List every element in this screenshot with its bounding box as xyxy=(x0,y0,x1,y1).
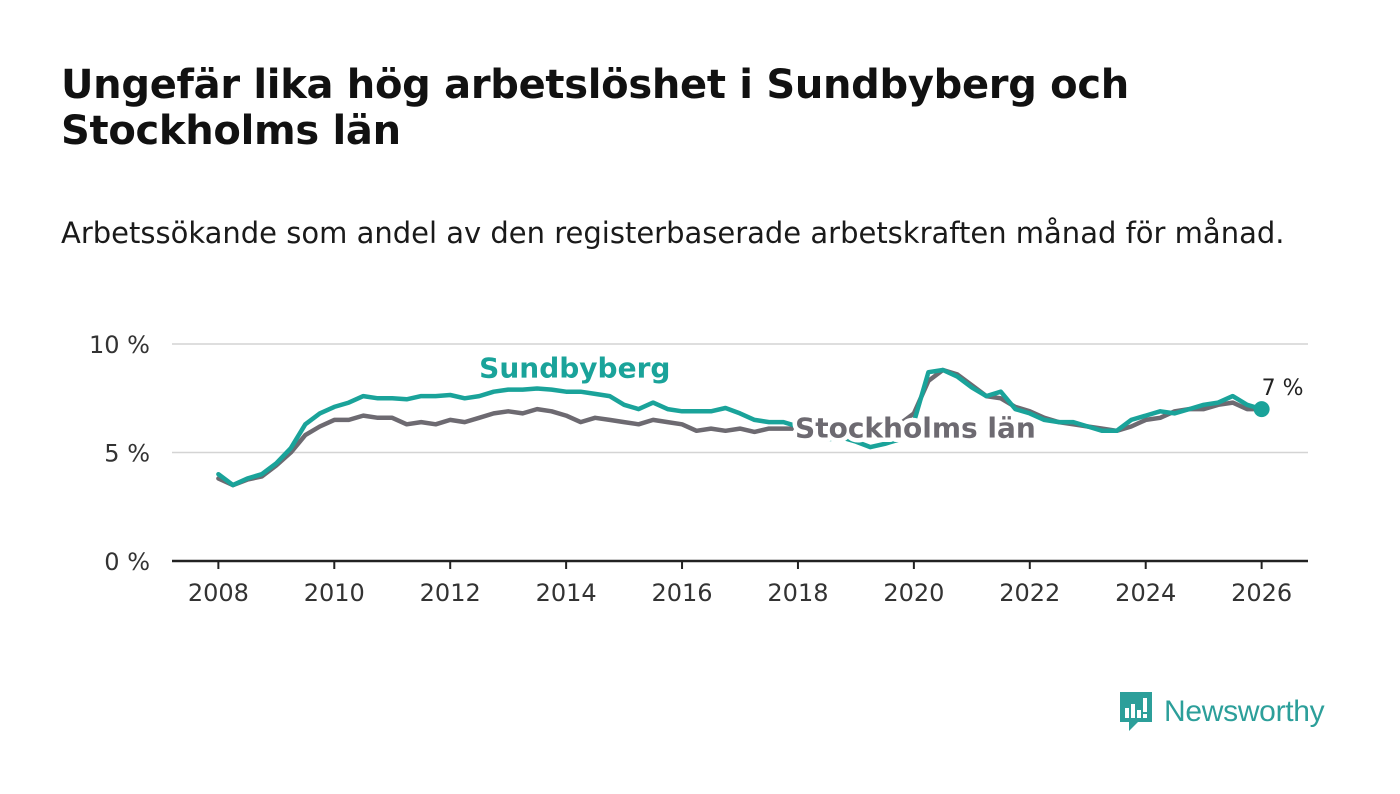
y-tick-label: 0 % xyxy=(104,548,150,576)
x-tick-label: 2010 xyxy=(304,579,365,607)
x-tick-label: 2018 xyxy=(767,579,828,607)
y-tick-label: 10 % xyxy=(89,331,150,359)
x-tick-label: 2008 xyxy=(188,579,249,607)
series-line-stockholms-l-n xyxy=(216,367,1264,488)
series-line-sundbyberg xyxy=(216,367,1264,488)
x-tick-label: 2020 xyxy=(883,579,944,607)
x-tick-label: 2012 xyxy=(420,579,481,607)
series-lines xyxy=(216,367,1264,488)
y-tick-label: 5 % xyxy=(104,440,150,468)
series-label-sundbyberg: Sundbyberg xyxy=(479,352,670,385)
chart-subtitle: Arbetssökande som andel av den registerb… xyxy=(61,216,1285,250)
gridlines xyxy=(172,343,1308,454)
newsworthy-logo: Newsworthy xyxy=(1118,690,1325,734)
chart-title: Ungefär lika hög arbetslöshet i Sundbybe… xyxy=(61,62,1129,154)
brand-name: Newsworthy xyxy=(1164,695,1325,728)
line-chart: 0 % 5 % 10 % 2008 2010 2012 2014 2016 2018 2020 20… xyxy=(89,331,1308,607)
bar-chart-logo-icon xyxy=(1120,692,1152,731)
end-value-label: 7 % xyxy=(1262,376,1304,401)
x-tick-label: 2024 xyxy=(1115,579,1176,607)
x-tick-label: 2026 xyxy=(1231,579,1292,607)
x-tick-label: 2014 xyxy=(536,579,597,607)
axes: 0 % 5 % 10 % 2008 2010 2012 2014 2016 2018 2020 20… xyxy=(89,331,1308,607)
x-tick-label: 2022 xyxy=(999,579,1060,607)
x-tick-label: 2016 xyxy=(652,579,713,607)
end-point-marker xyxy=(1253,401,1270,418)
series-label-stockholms-l-n: Stockholms län xyxy=(795,411,1036,444)
labels: Stockholms län Sundbyberg 7 % xyxy=(475,347,1307,449)
